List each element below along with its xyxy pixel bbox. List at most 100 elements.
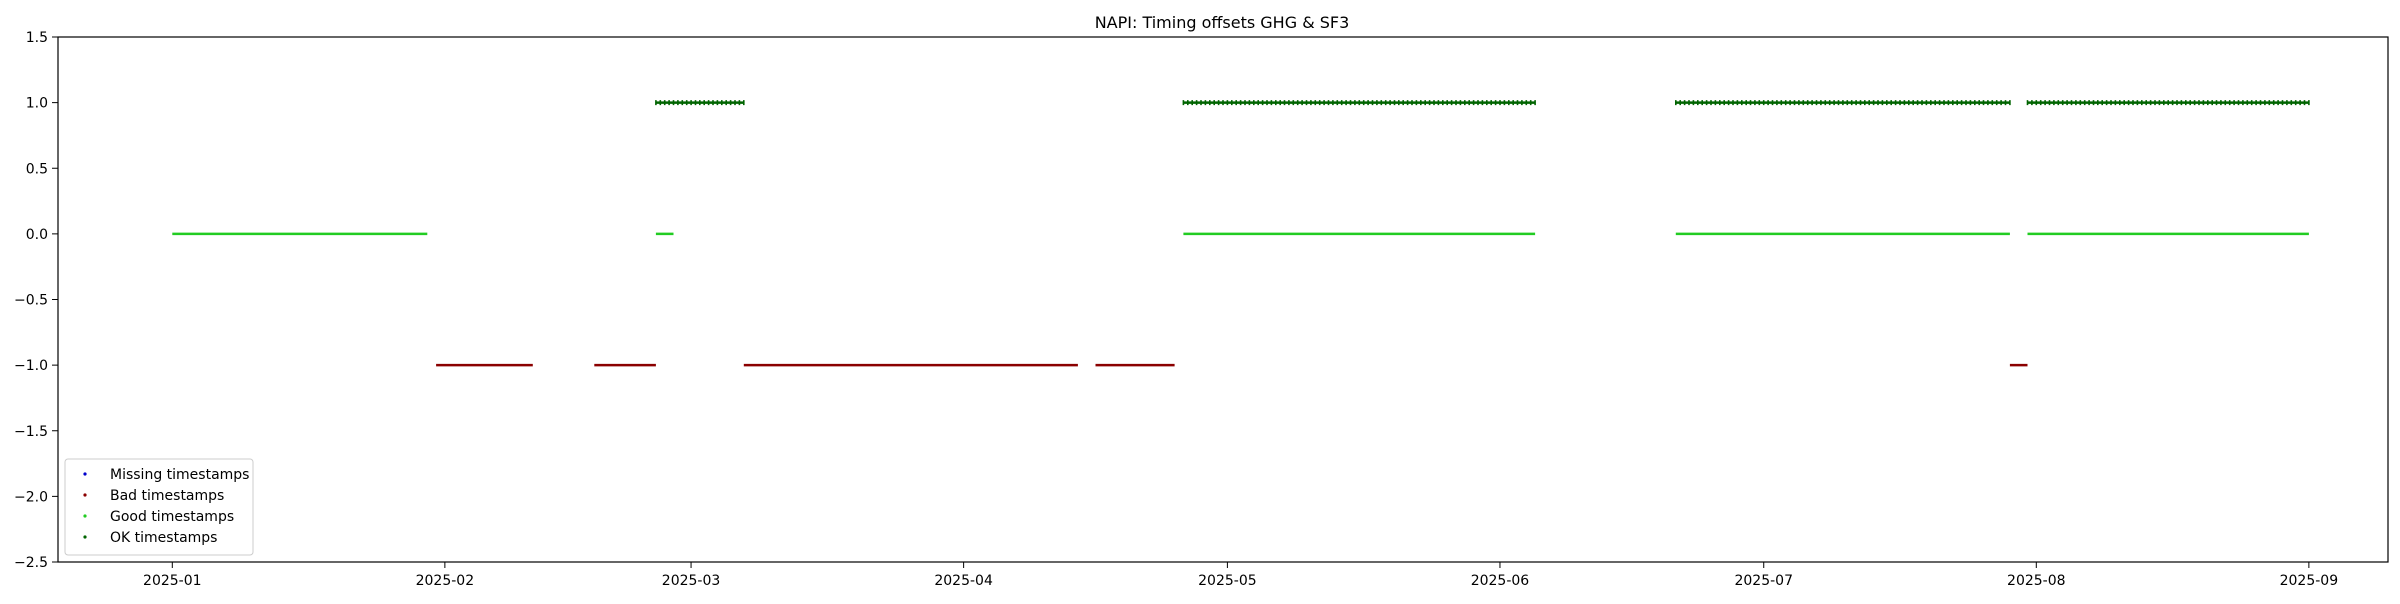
legend-label: Bad timestamps [110,488,224,504]
series-3-point [1486,100,1488,106]
series-3-point [1380,100,1383,106]
series-3-point [1450,100,1453,106]
series-3-point [1714,100,1717,106]
series-3-point [694,100,697,106]
series-3-point [1692,100,1695,106]
series-3-point [1916,100,1919,106]
series-3-point [1305,100,1308,106]
series-3-point [1921,100,1923,106]
series-3-point [1890,100,1892,106]
series-3-point [1318,100,1321,106]
series-3-point [1930,100,1932,106]
series-3-point [1508,100,1510,106]
series-3-point [699,100,701,106]
series-3-point [655,100,657,106]
series-3-point [1477,100,1479,106]
series-3-point [2211,100,2213,106]
plot-frame [57,36,2389,563]
series-3-point [1354,100,1356,106]
x-tick-label: 2025-01 [143,573,202,589]
series-3-point [2154,100,2156,106]
series-3-point [1336,100,1339,106]
series-3-point [2123,100,2125,106]
series-3-point [1987,100,1989,106]
series-3-point [2031,100,2033,106]
series-3-point [1292,100,1295,106]
series-3-point [2088,100,2090,106]
x-tick-label: 2025-04 [934,573,993,589]
series-3-point [2145,100,2147,106]
series-3-point [1503,100,1506,106]
series-3 [655,100,2310,106]
series-3-point [1257,100,1259,106]
series-3-point [2294,100,2297,106]
series-3-point [1442,100,1444,106]
series-3-point [1411,100,1413,106]
series-3-point [2250,100,2253,106]
series-3-point [1899,100,1901,106]
series-3-point [1296,100,1299,106]
series-3-point [1310,100,1312,106]
series-3-point [2141,100,2143,106]
legend-item: Good timestamps [83,509,234,525]
series-3-point [681,100,684,106]
series-3-point [2097,100,2099,106]
series-3-point [2242,100,2244,106]
series-3-point [1925,100,1928,106]
series-3-point [1723,100,1725,106]
series-3-points-0 [655,100,745,106]
series-3-point [1516,100,1519,106]
series-3-point [2202,100,2205,106]
series-3-point [2308,100,2310,106]
series-3-point [1481,100,1484,106]
legend-box [64,458,254,556]
series-3-point [1494,100,1497,106]
series-3-point [2119,100,2121,106]
series-3-point [1820,100,1822,106]
series-3-point [2101,100,2103,106]
series-3-point [663,100,666,106]
series-3-point [1784,100,1787,106]
series-3-point [2066,100,2068,106]
series-3-point [1811,100,1813,106]
series-3-point [1472,100,1475,106]
legend-marker [83,493,87,497]
series-3-point [1389,100,1391,106]
y-axis: 1.5 1.0 0.5 0.0 −0.5 −1.0 −1.5 −2.0 −2.5 [14,30,58,571]
legend-item: OK timestamps [83,530,217,546]
series-3-point [1446,100,1448,106]
series-3-point [1455,100,1457,106]
series-3-point [716,100,719,106]
series-3-point [1323,100,1325,106]
series-3-point [2004,100,2007,106]
series-3-point [1209,100,1211,106]
series-3-point [677,100,679,106]
series-3-point [2215,100,2218,106]
series-3-point [1332,100,1334,106]
series-3-point [2233,100,2235,106]
series-3-point [1191,100,1193,106]
series-3-point [2044,100,2046,106]
series-3-point [1428,100,1431,106]
series-3-point [1468,100,1470,106]
series-3-point [1327,100,1330,106]
chart-title: NAPI: Timing offsets GHG & SF3 [1095,13,1350,32]
series-3-point [1248,100,1251,106]
series-3-point [1965,100,1967,106]
series-3-point [2246,100,2249,106]
series-3-point [2264,100,2266,106]
series-3-point [703,100,705,106]
series-3-point [1261,100,1264,106]
series-3-point [1270,100,1273,106]
series-3-point [1525,100,1528,106]
series-3-point [1459,100,1462,106]
series-3-point [2193,100,2196,106]
series-3-point [1398,100,1400,106]
y-tick-label: 0.0 [26,227,48,243]
series-3-point [1727,100,1730,106]
y-tick-label: −0.5 [14,293,48,309]
series-3-point [1850,100,1853,106]
x-tick-label: 2025-09 [2280,573,2339,589]
x-tick-label: 2025-07 [1734,573,1793,589]
series-3-point [1952,100,1954,106]
